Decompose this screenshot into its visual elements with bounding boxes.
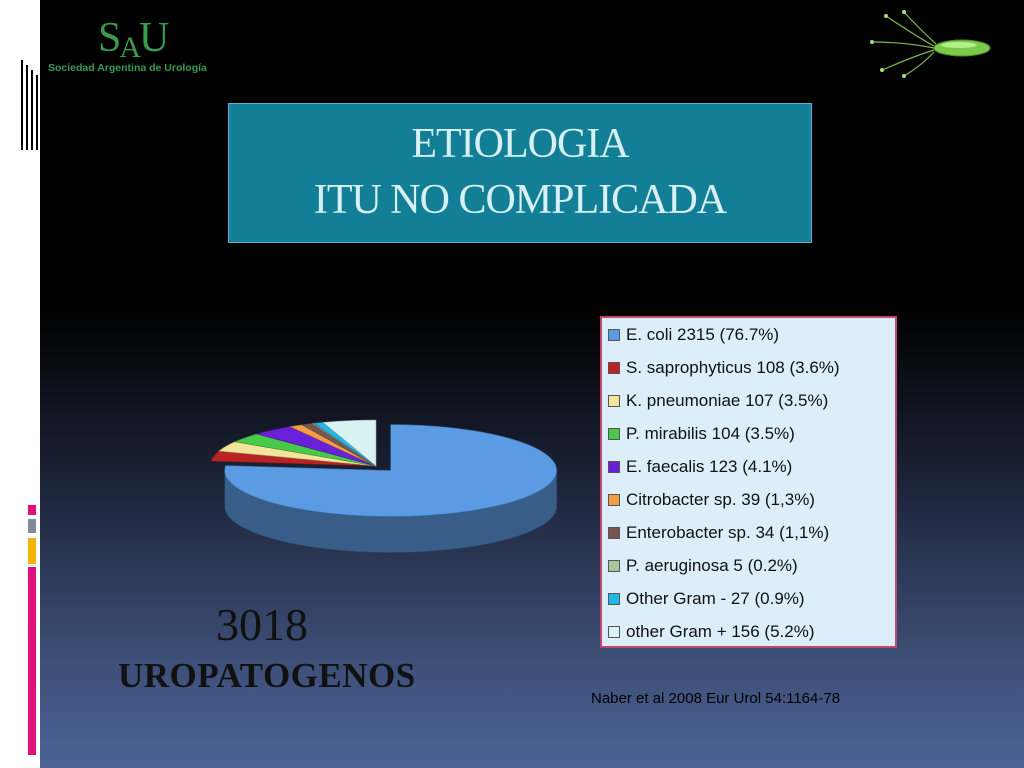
sau-logo: SAU Sociedad Argentina de Urología <box>48 14 248 84</box>
legend-label: E. coli 2315 (76.7%) <box>626 325 780 344</box>
legend-item: P. mirabilis 104 (3.5%) <box>608 418 795 450</box>
legend-swatch <box>608 560 620 572</box>
chart-legend: E. coli 2315 (76.7%) S. saprophyticus 108… <box>600 316 897 648</box>
title-box: ETIOLOGIA ITU NO COMPLICADA <box>228 103 812 243</box>
legend-label: P. mirabilis 104 (3.5%) <box>626 424 795 443</box>
legend-swatch <box>608 362 620 374</box>
legend-swatch <box>608 494 620 506</box>
logo-text: Sociedad Argentina de Urología <box>48 62 207 74</box>
legend-swatch <box>608 593 620 605</box>
legend-label: Citrobacter sp. 39 (1,3%) <box>626 490 815 509</box>
legend-item: Other Gram - 27 (0.9%) <box>608 583 805 615</box>
side-accent-bars <box>28 505 36 755</box>
pie-slice <box>224 424 557 517</box>
logo-mark: SAU <box>98 15 169 64</box>
legend-item: S. saprophyticus 108 (3.6%) <box>608 352 840 384</box>
citation: Naber et al 2008 Eur Urol 54:1164-78 <box>591 690 841 707</box>
decorative-lines <box>21 60 38 150</box>
legend-label: S. saprophyticus 108 (3.6%) <box>626 358 840 377</box>
legend-label: other Gram + 156 (5.2%) <box>626 622 815 641</box>
legend-item: Citrobacter sp. 39 (1,3%) <box>608 484 815 516</box>
legend-label: P. aeruginosa 5 (0.2%) <box>626 556 798 575</box>
title-line-2: ITU NO COMPLICADA <box>313 177 727 223</box>
legend-swatch <box>608 461 620 473</box>
legend-label: Enterobacter sp. 34 (1,1%) <box>626 523 830 542</box>
legend-swatch <box>608 527 620 539</box>
legend-swatch <box>608 395 620 407</box>
bacteria-illustration <box>870 10 991 78</box>
legend-swatch <box>608 626 620 638</box>
total-label: UROPATOGENOS <box>118 656 416 695</box>
legend-item: Enterobacter sp. 34 (1,1%) <box>608 517 829 549</box>
legend-swatch <box>608 428 620 440</box>
pie-chart <box>210 419 557 553</box>
legend-label: E. faecalis 123 (4.1%) <box>626 457 793 476</box>
pie-slice <box>322 419 377 467</box>
legend-item: E. faecalis 123 (4.1%) <box>608 451 792 483</box>
legend-item: other Gram + 156 (5.2%) <box>608 616 815 648</box>
title-line-1: ETIOLOGIA <box>411 121 629 167</box>
legend-item: P. aeruginosa 5 (0.2%) <box>608 550 798 582</box>
legend-label: K. pneumoniae 107 (3.5%) <box>626 391 829 410</box>
legend-label: Other Gram - 27 (0.9%) <box>626 589 805 608</box>
total-count: 3018 <box>216 599 308 650</box>
legend-item: K. pneumoniae 107 (3.5%) <box>608 385 828 417</box>
legend-swatch <box>608 329 620 341</box>
legend-item: E. coli 2315 (76.7%) <box>608 319 779 351</box>
